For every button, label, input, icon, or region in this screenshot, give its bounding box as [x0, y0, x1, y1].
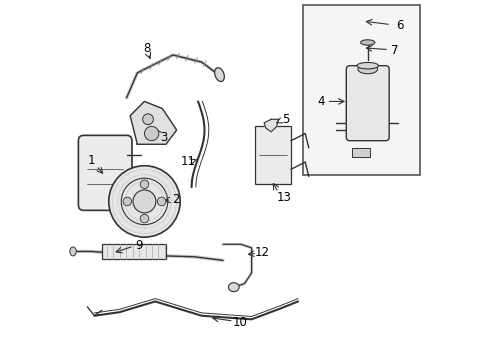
Text: 13: 13 [276, 191, 291, 204]
Polygon shape [130, 102, 176, 144]
FancyBboxPatch shape [346, 66, 388, 141]
Circle shape [157, 197, 165, 206]
Text: 11: 11 [181, 155, 196, 168]
Circle shape [133, 190, 156, 213]
Ellipse shape [214, 68, 224, 81]
Circle shape [108, 166, 180, 237]
Text: 3: 3 [160, 131, 167, 144]
Text: 7: 7 [390, 44, 397, 57]
Text: 9: 9 [135, 239, 142, 252]
Text: 5: 5 [281, 113, 289, 126]
Circle shape [140, 180, 148, 189]
Ellipse shape [360, 40, 374, 45]
Ellipse shape [356, 63, 378, 69]
Text: 12: 12 [254, 246, 269, 258]
Circle shape [144, 126, 159, 141]
Text: 1: 1 [88, 154, 95, 167]
Bar [303, 5, 419, 175]
Ellipse shape [228, 283, 239, 292]
Text: 4: 4 [317, 95, 325, 108]
Ellipse shape [357, 65, 377, 74]
Circle shape [140, 214, 148, 223]
Bar [255, 126, 290, 184]
Bar [102, 244, 165, 258]
Text: 8: 8 [142, 42, 150, 55]
FancyBboxPatch shape [78, 135, 132, 210]
Text: 2: 2 [172, 193, 179, 206]
Ellipse shape [70, 247, 76, 256]
Circle shape [142, 114, 153, 125]
Text: 10: 10 [232, 316, 247, 329]
Bar [351, 148, 369, 157]
Polygon shape [264, 119, 278, 132]
Circle shape [123, 197, 131, 206]
Text: 6: 6 [395, 19, 403, 32]
